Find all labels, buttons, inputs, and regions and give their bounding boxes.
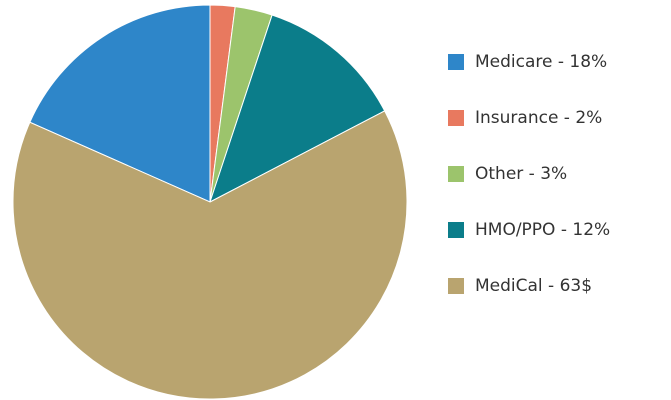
pie-slice	[12, 110, 408, 400]
legend-label: MediCal - 63$	[475, 276, 592, 296]
legend-label: HMO/PPO - 12%	[475, 220, 610, 240]
pie-slice	[209, 14, 386, 204]
pie-slice	[29, 4, 211, 203]
legend-label: Insurance - 2%	[475, 108, 602, 128]
legend-swatch	[448, 110, 464, 126]
legend-label: Other - 3%	[475, 164, 567, 184]
legend-swatch	[448, 278, 464, 294]
legend-label: Medicare - 18%	[475, 52, 607, 72]
legend-swatch	[448, 54, 464, 70]
legend-swatch	[448, 222, 464, 238]
legend-swatch	[448, 166, 464, 182]
